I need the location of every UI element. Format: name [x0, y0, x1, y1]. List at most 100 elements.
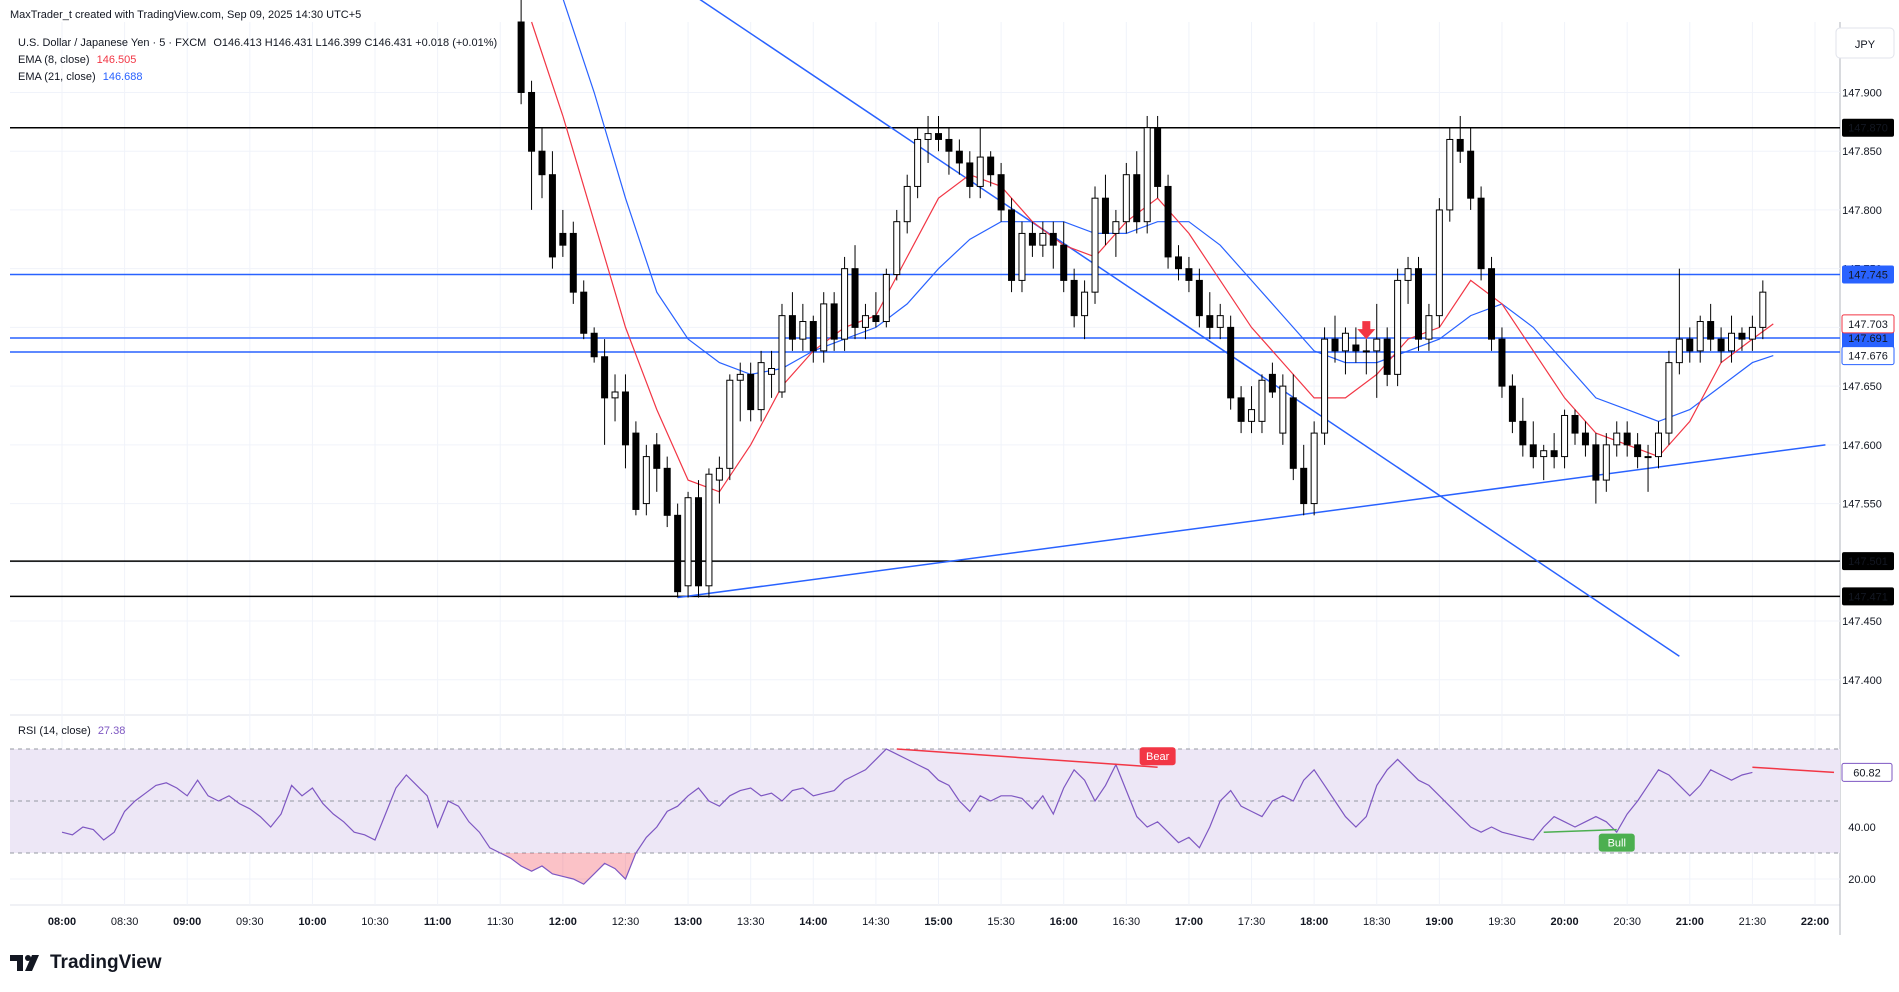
price-tick-label: 147.650: [1842, 381, 1882, 393]
brand-name: TradingView: [50, 952, 162, 973]
candle-body: [1154, 127, 1162, 187]
candle-body: [715, 467, 723, 481]
time-tick-label: 17:00: [1175, 916, 1203, 928]
ema21-legend: EMA (21, close) 146.688: [18, 71, 142, 83]
candle-body: [1373, 338, 1381, 352]
candle-body: [945, 138, 953, 152]
rsi-oversold-fill: [489, 853, 647, 885]
rsi-label: RSI (14, close): [18, 725, 91, 737]
trendlines[interactable]: [677, 0, 1826, 657]
time-tick-label: 14:00: [799, 916, 827, 928]
candle-body: [601, 356, 609, 399]
horizontal-levels[interactable]: [10, 126, 1840, 598]
candle-body: [1112, 221, 1120, 234]
time-tick-label: 09:30: [236, 916, 264, 928]
tradingview-logo[interactable]: TradingView: [10, 952, 162, 974]
candle-body: [621, 391, 629, 446]
price-tick-label: 147.450: [1842, 616, 1882, 628]
candle-body: [872, 315, 880, 323]
candle-body: [1185, 268, 1193, 281]
candle-body: [778, 315, 786, 393]
time-tick-label: 18:30: [1363, 916, 1391, 928]
trendline: [677, 444, 1826, 599]
price-axis[interactable]: 147.900147.850147.800147.750147.700147.6…: [1841, 87, 1895, 886]
candle-body: [809, 321, 817, 352]
time-tick-label: 19:00: [1425, 916, 1453, 928]
candle-body: [1300, 467, 1308, 505]
rsi-divergence-line: [1543, 828, 1617, 833]
candle-body: [590, 332, 598, 358]
price-tick-label: 147.400: [1842, 675, 1882, 687]
horizontal-level-label: 147.471: [1848, 591, 1888, 603]
rsi-tick-label: 40.00: [1848, 822, 1876, 834]
candle-body: [935, 133, 942, 140]
candle-body: [569, 232, 577, 293]
time-tick-label: 15:00: [924, 916, 952, 928]
candle-body: [1425, 315, 1433, 340]
currency-label: JPY: [1855, 39, 1876, 51]
candle-body: [1529, 444, 1537, 458]
time-tick-label: 15:30: [987, 916, 1015, 928]
candle-body: [1404, 268, 1412, 281]
time-tick-label: 10:30: [361, 916, 389, 928]
candle-body: [1091, 197, 1099, 293]
rsi-recent-line: [1752, 766, 1835, 774]
candle-body: [1237, 397, 1245, 422]
candle-body: [1362, 350, 1370, 353]
time-axis[interactable]: 08:00 08:30 09:00 09:30 10:00 10:30 11:00 11:30…: [48, 916, 1829, 928]
candle-body: [528, 91, 536, 152]
candle-body: [1592, 444, 1600, 481]
symbol: U.S. Dollar / Japanese Yen · 5 · FXCM: [18, 37, 206, 49]
symbol-line: U.S. Dollar / Japanese Yen · 5 · FXCM O1…: [18, 37, 497, 49]
time-tick-label: 17:30: [1238, 916, 1266, 928]
candle-body: [1675, 338, 1683, 364]
rsi-value: 27.38: [98, 725, 126, 737]
candle-body: [1467, 150, 1475, 199]
candle-body: [1394, 279, 1402, 375]
candle-body: [1696, 321, 1704, 352]
candle-body: [851, 268, 859, 328]
candle-body: [1561, 414, 1569, 458]
candle-body: [653, 444, 661, 469]
time-tick-label: 11:00: [424, 916, 452, 928]
time-tick-label: 12:00: [549, 916, 577, 928]
candle-body: [1195, 279, 1203, 317]
candle-body: [1686, 338, 1694, 352]
time-tick-label: 16:30: [1113, 916, 1141, 928]
candle-body: [1122, 174, 1130, 223]
time-tick-label: 13:00: [674, 916, 702, 928]
rsi-legend-text: RSI (14, close) 27.38: [18, 725, 125, 737]
candle-body: [1258, 379, 1266, 422]
rsi-divergence-badge: [1139, 747, 1176, 766]
candle-body: [1550, 450, 1558, 458]
candle-body: [1665, 362, 1673, 434]
candle-body: [1174, 256, 1182, 270]
candle-body: [882, 274, 890, 323]
candles: [517, 0, 1767, 598]
candle-body: [1352, 344, 1360, 352]
candle-body: [517, 21, 525, 93]
candle-body: [1279, 385, 1287, 434]
author-line: MaxTrader_t created with TradingView.com…: [10, 9, 361, 21]
candle-body: [1206, 315, 1214, 328]
candle-body: [1060, 244, 1068, 281]
rsi-divergence-line: [896, 748, 1158, 768]
rsi-divergence-label: Bear: [1146, 751, 1170, 763]
candle-body: [893, 221, 901, 276]
time-tick-label: 18:00: [1300, 916, 1328, 928]
candle-body: [955, 150, 963, 164]
candle-body: [1759, 291, 1767, 328]
candle-body: [559, 232, 567, 246]
candle-body: [1383, 338, 1391, 375]
time-tick-label: 14:30: [862, 916, 890, 928]
currency-button[interactable]: JPY: [1835, 27, 1895, 59]
candle-body: [548, 174, 556, 258]
horizontal-level-label: 147.501: [1848, 556, 1888, 568]
time-tick-label: 21:00: [1676, 916, 1704, 928]
annotations: [1357, 321, 1376, 340]
candle-body: [1540, 450, 1548, 458]
rsi-divergence-badge: [1598, 833, 1635, 852]
candle-body: [976, 156, 984, 187]
time-tick-label: 11:30: [487, 916, 514, 928]
